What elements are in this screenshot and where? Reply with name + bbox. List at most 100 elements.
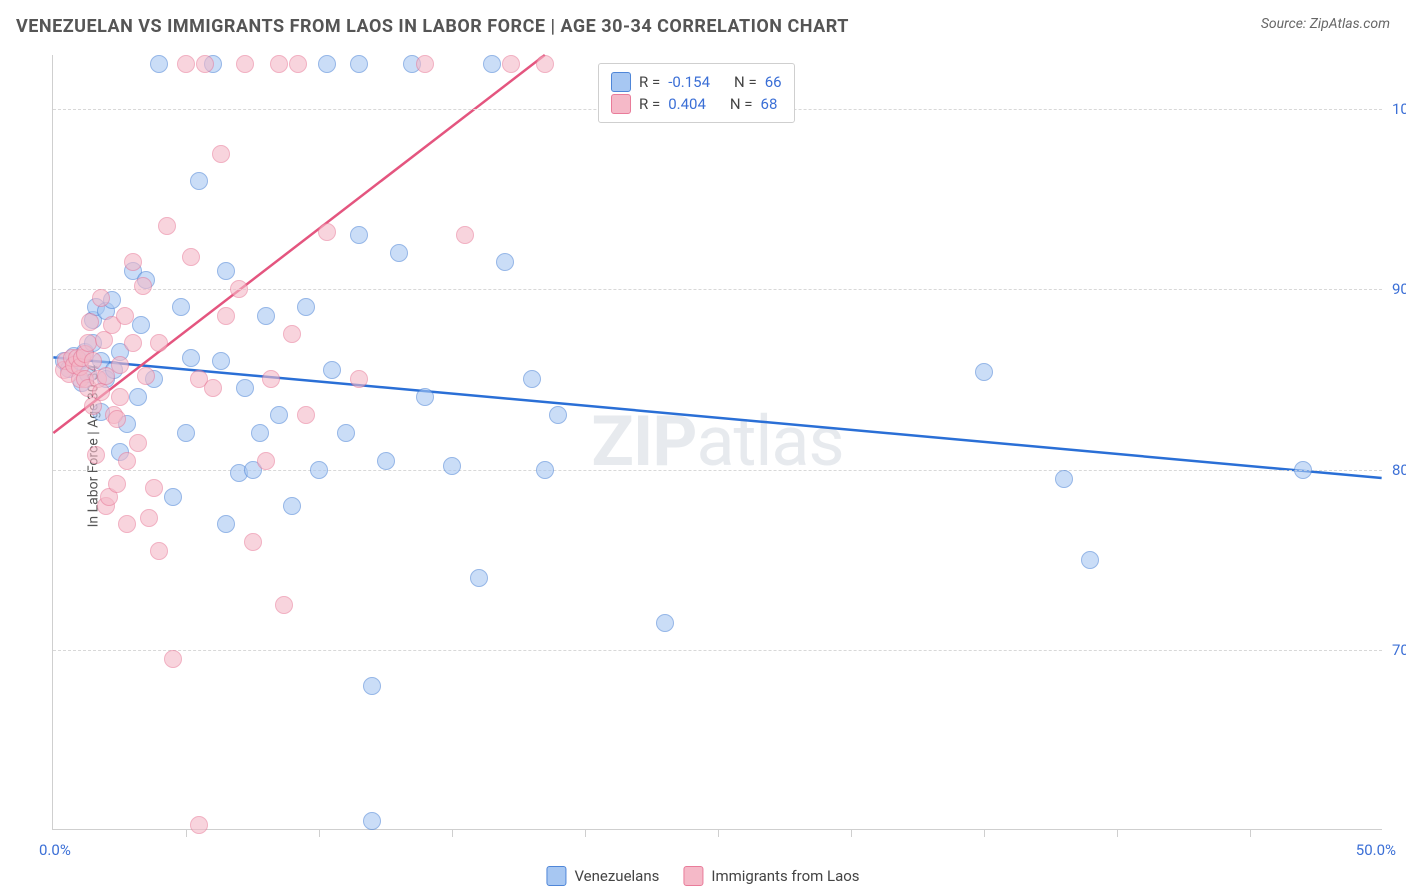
data-point-laos	[182, 248, 200, 266]
legend-label-venezuelans: Venezuelans	[574, 867, 659, 885]
data-point-laos	[270, 55, 288, 73]
legend: Venezuelans Immigrants from Laos	[546, 866, 859, 886]
data-point-laos	[150, 334, 168, 352]
data-point-laos	[118, 515, 136, 533]
data-point-laos	[124, 253, 142, 271]
data-point-laos	[536, 55, 554, 73]
data-point-laos	[297, 406, 315, 424]
data-point-laos	[137, 367, 155, 385]
data-point-venezuelans	[283, 497, 301, 515]
data-point-venezuelans	[297, 298, 315, 316]
data-point-laos	[92, 289, 110, 307]
data-point-venezuelans	[363, 677, 381, 695]
data-point-venezuelans	[377, 452, 395, 470]
data-point-laos	[134, 277, 152, 295]
data-point-laos	[111, 356, 129, 374]
data-point-laos	[129, 434, 147, 452]
data-point-venezuelans	[523, 370, 541, 388]
data-point-venezuelans	[217, 515, 235, 533]
data-point-laos	[217, 307, 235, 325]
data-point-venezuelans	[323, 361, 341, 379]
data-point-venezuelans	[350, 226, 368, 244]
data-point-venezuelans	[164, 488, 182, 506]
legend-swatch-venezuelans	[546, 866, 566, 886]
data-point-laos	[244, 533, 262, 551]
data-point-venezuelans	[337, 424, 355, 442]
data-point-venezuelans	[251, 424, 269, 442]
data-point-laos	[116, 307, 134, 325]
x-tick	[851, 829, 852, 837]
data-point-laos	[118, 452, 136, 470]
data-point-laos	[108, 475, 126, 493]
data-point-venezuelans	[350, 55, 368, 73]
data-point-laos	[236, 55, 254, 73]
x-tick	[1250, 829, 1251, 837]
x-tick	[186, 829, 187, 837]
data-point-venezuelans	[390, 244, 408, 262]
x-tick	[319, 829, 320, 837]
y-tick-label: 80.0%	[1392, 461, 1406, 479]
gridline-h	[53, 289, 1382, 290]
stats-box: R =-0.154N =66R =0.404N =68	[598, 63, 795, 123]
gridline-h	[53, 650, 1382, 651]
data-point-venezuelans	[443, 457, 461, 475]
data-point-laos	[230, 280, 248, 298]
data-point-laos	[145, 479, 163, 497]
data-point-laos	[140, 509, 158, 527]
data-point-laos	[92, 383, 110, 401]
data-point-laos	[212, 145, 230, 163]
swatch-laos	[611, 94, 631, 114]
data-point-venezuelans	[318, 55, 336, 73]
legend-item-laos: Immigrants from Laos	[683, 866, 859, 886]
data-point-venezuelans	[129, 388, 147, 406]
data-point-venezuelans	[1055, 470, 1073, 488]
x-max-label: 50.0%	[1356, 841, 1396, 859]
data-point-venezuelans	[496, 253, 514, 271]
data-point-venezuelans	[536, 461, 554, 479]
legend-item-venezuelans: Venezuelans	[546, 866, 659, 886]
data-point-laos	[196, 55, 214, 73]
y-tick-label: 100.0%	[1392, 100, 1406, 118]
data-point-venezuelans	[257, 307, 275, 325]
data-point-venezuelans	[363, 812, 381, 830]
data-point-venezuelans	[236, 379, 254, 397]
data-point-laos	[84, 352, 102, 370]
data-point-laos	[350, 370, 368, 388]
data-point-venezuelans	[190, 172, 208, 190]
data-point-venezuelans	[212, 352, 230, 370]
plot-area: ZIPatlas 70.0%80.0%90.0%100.0%0.0%50.0%R…	[52, 55, 1382, 830]
swatch-venezuelans	[611, 72, 631, 92]
data-point-laos	[81, 313, 99, 331]
chart-title: VENEZUELAN VS IMMIGRANTS FROM LAOS IN LA…	[16, 16, 849, 37]
data-point-venezuelans	[549, 406, 567, 424]
source-label: Source: ZipAtlas.com	[1261, 16, 1390, 32]
data-point-venezuelans	[1081, 551, 1099, 569]
data-point-laos	[318, 223, 336, 241]
data-point-venezuelans	[310, 461, 328, 479]
regression-line-laos	[53, 55, 544, 433]
data-point-laos	[164, 650, 182, 668]
data-point-laos	[456, 226, 474, 244]
data-point-laos	[87, 446, 105, 464]
data-point-venezuelans	[483, 55, 501, 73]
data-point-laos	[275, 596, 293, 614]
data-point-venezuelans	[217, 262, 235, 280]
data-point-laos	[177, 55, 195, 73]
regression-lines	[53, 55, 1382, 829]
x-min-label: 0.0%	[39, 841, 71, 859]
data-point-venezuelans	[150, 55, 168, 73]
data-point-laos	[124, 334, 142, 352]
x-tick	[984, 829, 985, 837]
data-point-venezuelans	[470, 569, 488, 587]
x-tick	[1117, 829, 1118, 837]
data-point-laos	[111, 388, 129, 406]
data-point-laos	[257, 452, 275, 470]
data-point-laos	[150, 542, 168, 560]
data-point-venezuelans	[656, 614, 674, 632]
x-tick	[452, 829, 453, 837]
data-point-venezuelans	[1294, 461, 1312, 479]
y-tick-label: 90.0%	[1392, 280, 1406, 298]
x-tick	[718, 829, 719, 837]
data-point-laos	[158, 217, 176, 235]
stats-row-venezuelans: R =-0.154N =66	[611, 72, 782, 92]
